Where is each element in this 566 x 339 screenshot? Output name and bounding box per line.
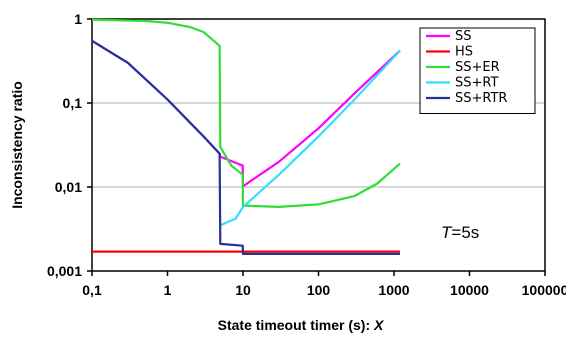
legend-label: SS+RTR <box>455 91 507 106</box>
x-tick-label: 100000 <box>522 282 566 298</box>
axis-ticks: 0,001 0,01 0,1 1 0,1 1 10 100 1000 10000 100000 <box>47 11 566 298</box>
period-annotation: T=5s <box>441 223 479 242</box>
series-line-ss-rt <box>219 49 401 227</box>
annotation-rest: =5s <box>451 223 479 242</box>
legend-label: SS+ER <box>455 60 500 75</box>
x-axis-title-var: X <box>373 317 385 333</box>
series-line-ss-er <box>91 18 401 208</box>
x-tick-label: 100 <box>307 282 331 298</box>
y-tick-label: 0,1 <box>63 95 83 111</box>
legend-label: SS <box>455 29 472 44</box>
x-axis-title: State timeout timer (s): X <box>218 317 385 333</box>
x-tick-label: 10 <box>235 282 251 298</box>
series-line-ss-rtr <box>91 39 400 255</box>
y-tick-label: 1 <box>74 11 82 27</box>
legend-box <box>419 27 536 114</box>
x-axis-title-text: State timeout timer (s): <box>218 317 374 333</box>
x-tick-label: 10000 <box>450 282 489 298</box>
y-tick-label: 0,001 <box>47 263 82 279</box>
annotation-var: T <box>441 223 453 242</box>
y-axis-title: Inconsistency ratio <box>9 81 25 209</box>
legend-label: SS+RT <box>455 76 498 91</box>
series-line-ss <box>91 39 401 188</box>
x-tick-label: 1 <box>164 282 172 298</box>
legend-label: HS <box>455 45 473 60</box>
x-tick-label: 1000 <box>378 282 409 298</box>
x-tick-label: 0,1 <box>82 282 102 298</box>
gridlines <box>92 102 545 188</box>
series-lines <box>91 18 401 255</box>
y-tick-label: 0,01 <box>55 179 82 195</box>
